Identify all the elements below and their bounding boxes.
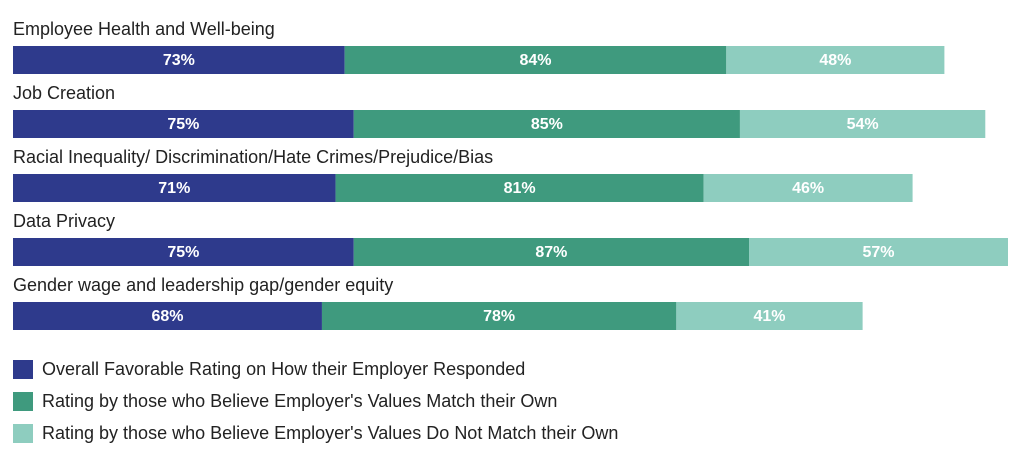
value-label: 57%	[862, 244, 894, 261]
value-label: 87%	[535, 244, 567, 261]
bar-segment	[321, 302, 677, 330]
category-label: Employee Health and Well-being	[13, 19, 275, 39]
value-label: 78%	[483, 308, 515, 325]
category-label: Racial Inequality/ Discrimination/Hate C…	[13, 147, 493, 167]
bar-segment	[749, 238, 1008, 266]
bar-segment	[13, 110, 354, 138]
legend-label: Rating by those who Believe Employer's V…	[42, 423, 618, 443]
value-label: 68%	[151, 308, 183, 325]
value-label: 81%	[504, 180, 536, 197]
category-label: Gender wage and leadership gap/gender eq…	[13, 275, 393, 295]
bar-segment	[13, 302, 322, 330]
bar-segment	[676, 302, 863, 330]
value-label: 85%	[531, 116, 563, 133]
legend-label: Overall Favorable Rating on How their Em…	[42, 359, 525, 379]
value-label: 54%	[847, 116, 879, 133]
bar-segment	[703, 174, 913, 202]
legend-swatch	[13, 392, 33, 411]
bar-segment	[726, 46, 945, 74]
category-label: Data Privacy	[13, 211, 115, 231]
value-label: 41%	[753, 308, 785, 325]
value-label: 48%	[819, 52, 851, 69]
bar-segment	[739, 110, 986, 138]
value-label: 73%	[163, 52, 195, 69]
bar-segment	[335, 174, 704, 202]
bar-segment	[344, 46, 727, 74]
legend-swatch	[13, 360, 33, 379]
bar-segment	[353, 238, 750, 266]
bar-segment	[13, 46, 345, 74]
value-label: 75%	[167, 244, 199, 261]
legend-label: Rating by those who Believe Employer's V…	[42, 391, 557, 411]
value-label: 75%	[167, 116, 199, 133]
bar-segment	[353, 110, 740, 138]
bar-segment	[13, 238, 354, 266]
value-label: 84%	[519, 52, 551, 69]
legend-swatch	[13, 424, 33, 443]
bar-segment	[13, 174, 336, 202]
value-label: 46%	[792, 180, 824, 197]
category-label: Job Creation	[13, 83, 115, 103]
value-label: 71%	[158, 180, 190, 197]
